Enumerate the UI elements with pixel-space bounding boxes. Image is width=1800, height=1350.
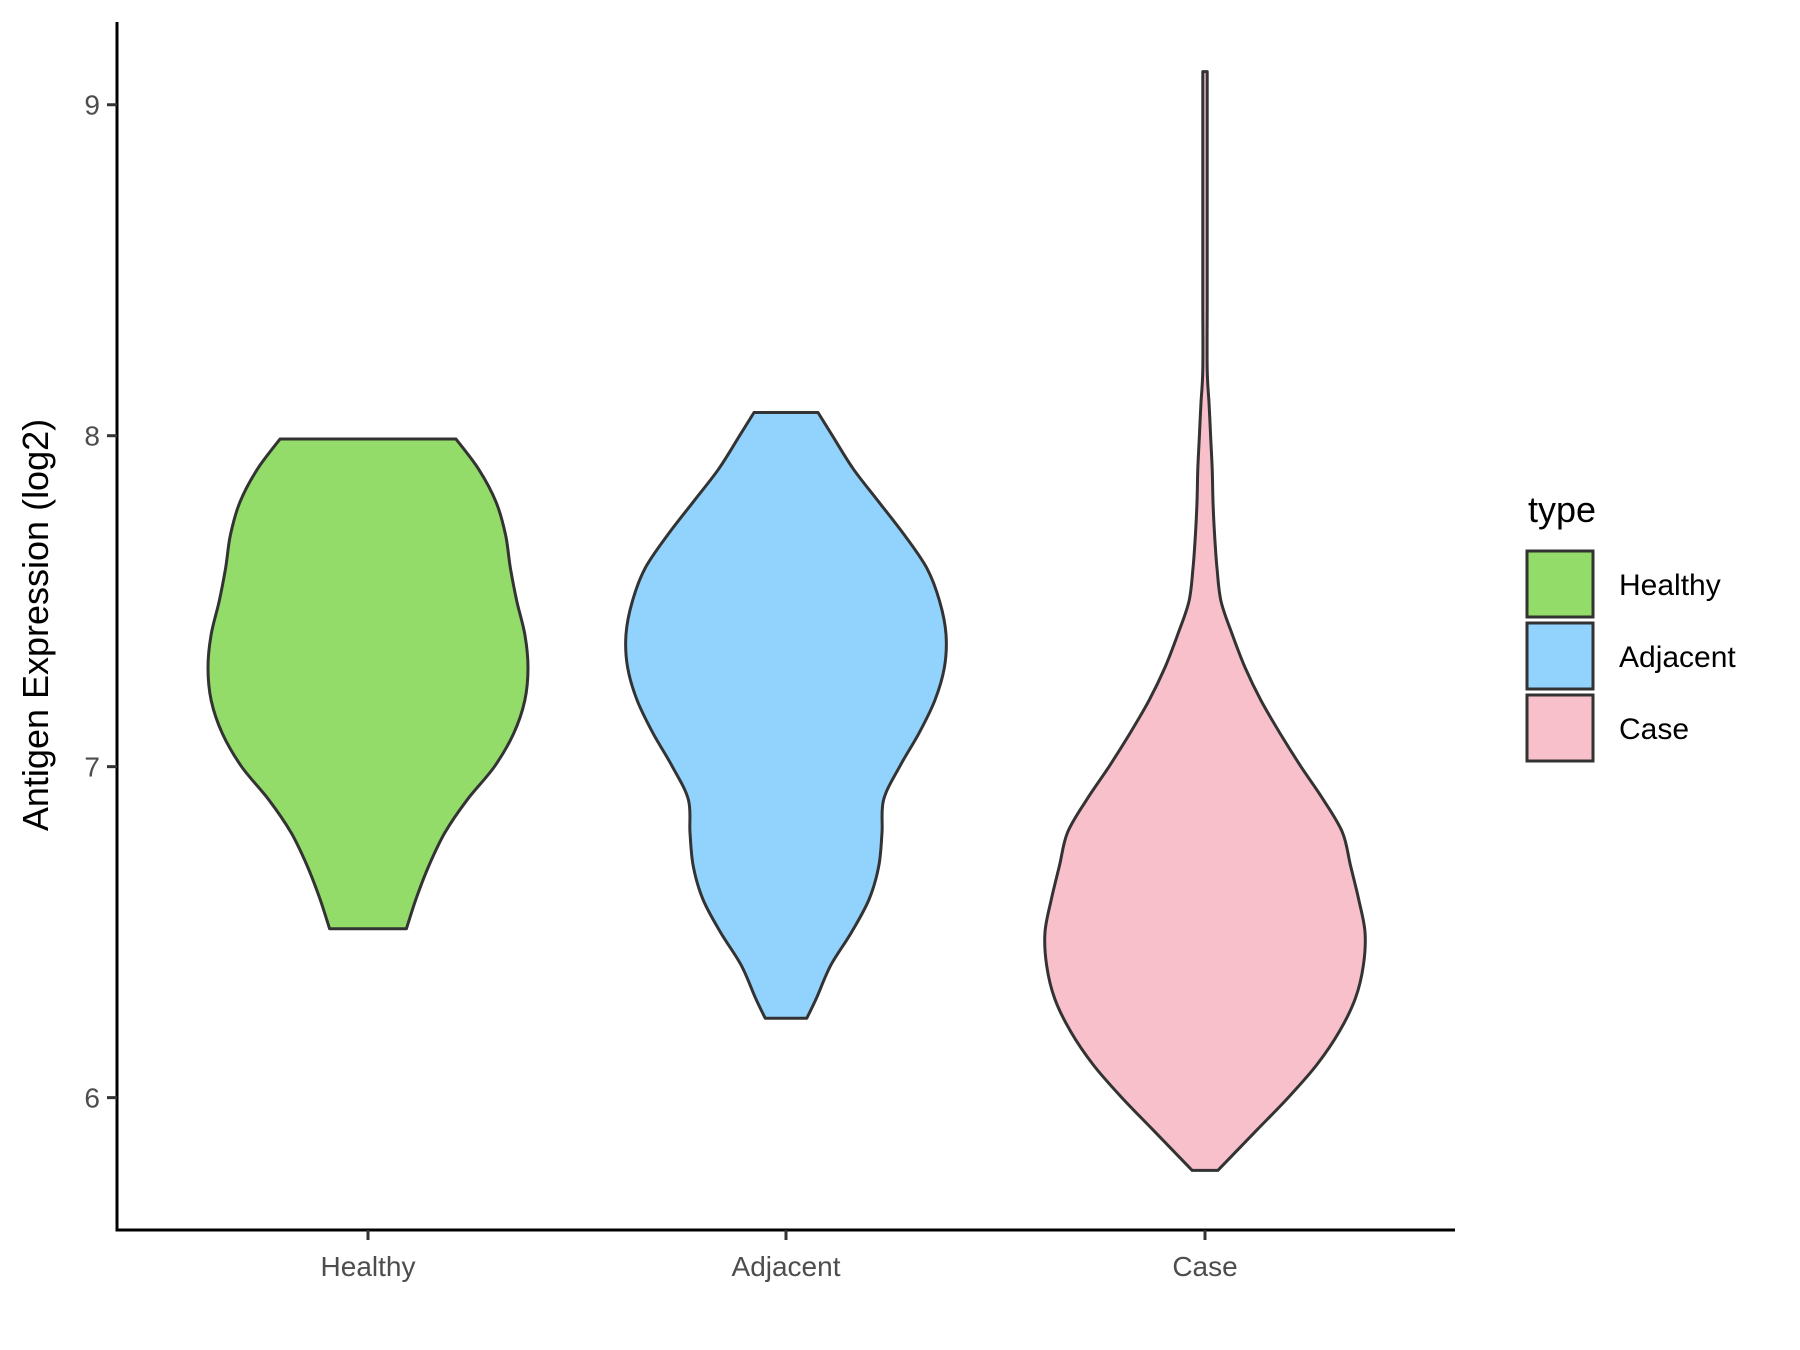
axes: 6 7 8 9 Healthy Adjacent Case Antigen Express… bbox=[15, 22, 1455, 1282]
violin-layer bbox=[206, 70, 1367, 1172]
legend: type Healthy Adjacent Case bbox=[1525, 489, 1736, 763]
legend-label: Case bbox=[1619, 713, 1689, 746]
y-tick-label: 8 bbox=[84, 421, 100, 452]
y-ticks: 6 7 8 9 bbox=[84, 90, 117, 1114]
legend-title: type bbox=[1528, 489, 1596, 530]
x-ticks: Healthy Adjacent Case bbox=[321, 1230, 1238, 1282]
x-tick-label: Healthy bbox=[321, 1251, 416, 1282]
legend-swatch bbox=[1525, 549, 1595, 619]
x-tick-label: Adjacent bbox=[732, 1251, 841, 1282]
legend-label: Adjacent bbox=[1619, 641, 1736, 674]
violin-adjacent bbox=[624, 411, 948, 1020]
violin-healthy bbox=[206, 437, 530, 931]
legend-swatch bbox=[1525, 621, 1595, 691]
y-tick-label: 7 bbox=[84, 752, 100, 783]
y-tick-label: 9 bbox=[84, 90, 100, 121]
violin-case bbox=[1043, 70, 1367, 1172]
legend-entries: Healthy Adjacent Case bbox=[1525, 549, 1736, 763]
legend-swatch bbox=[1525, 693, 1595, 763]
y-axis-title: Antigen Expression (log2) bbox=[15, 419, 56, 831]
x-tick-label: Case bbox=[1172, 1251, 1237, 1282]
legend-label: Healthy bbox=[1619, 569, 1721, 602]
y-tick-label: 6 bbox=[84, 1083, 100, 1114]
